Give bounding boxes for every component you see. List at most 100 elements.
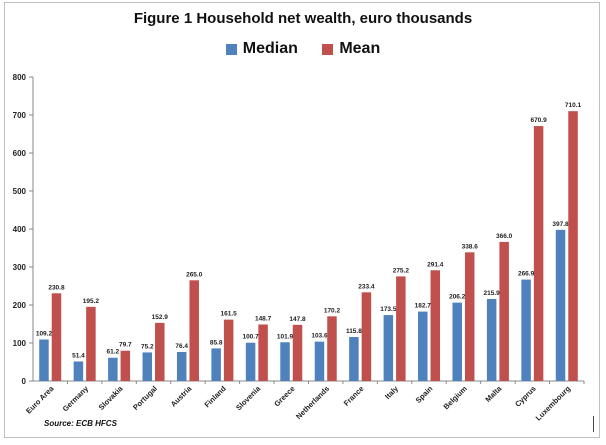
y-tick-label: 300 [13,263,27,272]
y-tick-label: 700 [13,111,27,120]
y-tick-label: 200 [13,301,27,310]
y-tick-label: 100 [13,339,27,348]
x-tick-label: Netherlands [294,384,331,421]
bar-mean [361,292,372,381]
bar-mean [396,276,406,381]
x-tick-label: Cyprus [513,384,538,409]
x-tick-label: Portugal [131,384,159,412]
chart-legend: Median Mean [0,40,606,60]
data-label-mean: 79.7 [119,342,132,349]
bar-median [452,302,462,381]
x-tick-label: Italy [383,383,401,401]
bar-median [314,341,325,381]
data-label-mean: 170.2 [324,307,341,314]
data-label-mean: 265.0 [186,271,203,278]
bar-median [555,229,566,381]
data-label-median: 75.2 [141,343,154,350]
legend-label-mean: Mean [339,40,381,57]
data-label-median: 109.2 [36,331,53,338]
x-tick-label: Slovenia [234,383,263,412]
x-tick-label: Greece [272,384,296,408]
data-label-mean: 338.6 [462,243,479,250]
bar-mean [499,241,509,381]
data-label-median: 266.9 [518,271,535,278]
data-label-median: 101.9 [277,333,294,340]
bar-mean [533,126,544,381]
bar-median [211,348,221,381]
legend-label-median: Median [242,40,298,57]
bar-mean [155,322,165,381]
data-label-mean: 147.8 [289,316,306,323]
x-tick-label: Austria [169,383,194,408]
data-label-mean: 291.4 [427,261,444,268]
edge-mark [593,416,594,432]
y-tick-label: 600 [13,149,27,158]
data-label-median: 182.7 [415,303,432,310]
data-label-median: 215.9 [484,290,501,297]
x-tick-label: France [342,384,366,408]
data-label-mean: 670.9 [530,117,547,124]
bar-median [418,311,428,381]
data-label-median: 103.6 [311,333,328,340]
bar-median [521,279,531,381]
bar-median [142,352,153,381]
bar-median [39,339,49,381]
bar-median [73,361,84,381]
x-tick-label: Malta [483,383,504,404]
chart-title: Figure 1 Household net wealth, euro thou… [133,10,473,27]
data-label-median: 173.5 [380,306,397,313]
bar-median [108,357,118,381]
bar-mean [223,319,234,381]
data-label-mean: 710.1 [565,102,582,109]
data-label-median: 206.2 [449,294,466,301]
data-label-mean: 195.2 [83,298,100,305]
bar-mean [120,350,131,381]
data-label-mean: 148.7 [255,315,272,322]
x-tick-label: Spain [414,384,435,405]
legend-swatch-median [225,43,237,55]
bar-median [245,342,256,381]
x-tick-label: Belgium [442,384,470,412]
legend-swatch-mean [322,43,334,55]
data-label-median: 397.8 [552,221,569,228]
bar-median [176,351,187,381]
x-tick-label: Luxembourg [534,384,573,423]
data-label-mean: 152.9 [152,314,169,321]
source-note: Source: ECB HFCS [44,419,117,428]
bar-mean [568,111,578,382]
data-label-mean: 230.8 [48,284,65,291]
bar-mean [86,306,96,381]
data-label-median: 85.8 [210,339,223,346]
bar-mean [189,280,199,381]
y-tick-label: 800 [13,73,27,82]
bar-mean [464,252,475,381]
y-tick-label: 500 [13,187,27,196]
x-tick-label: Germany [61,383,91,413]
bar-mean [430,270,441,381]
data-label-median: 61.2 [107,349,120,356]
bar-median [383,315,394,381]
legend-item-median: Median [225,40,298,58]
legend-item-mean: Mean [322,40,380,58]
data-label-median: 100.7 [242,334,259,341]
bar-median [349,336,359,381]
data-label-median: 51.4 [72,352,85,359]
y-tick-label: 0 [22,377,27,386]
data-label-mean: 161.5 [221,311,238,318]
x-tick-label: Slovakia [97,383,125,411]
data-label-median: 115.8 [346,328,362,335]
bar-median [486,298,497,381]
data-label-median: 76.4 [175,343,188,350]
bar-median [280,342,290,381]
bar-mean [292,324,303,381]
data-label-mean: 366.0 [496,233,513,240]
x-tick-label: Finland [203,384,229,410]
data-label-mean: 233.4 [358,283,375,290]
data-label-mean: 275.2 [393,267,410,274]
y-tick-label: 400 [13,225,27,234]
bar-mean [51,293,62,381]
bar-mean [258,324,268,381]
x-tick-label: Euro Area [24,383,56,415]
bar-mean [327,316,337,381]
